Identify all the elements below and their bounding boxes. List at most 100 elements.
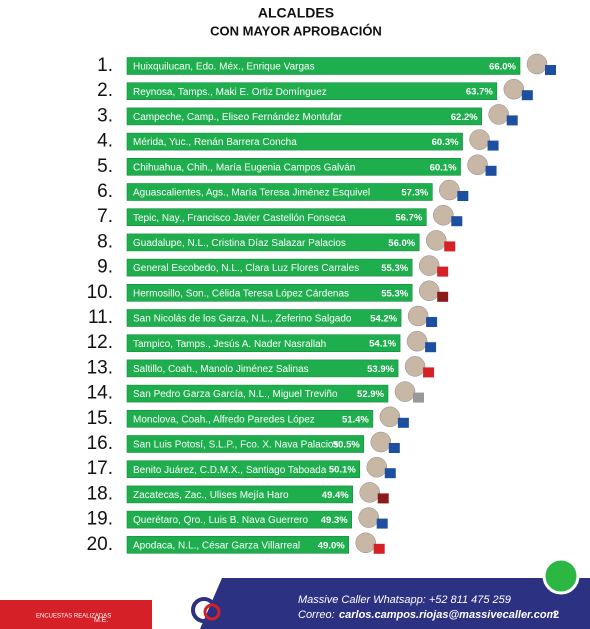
value-label: 49.0%	[318, 540, 345, 551]
category-label: Guadalupe, N.L., Cristina Díaz Salazar P…	[133, 238, 346, 249]
photo	[425, 230, 447, 251]
photo	[370, 431, 392, 453]
rank-label: 8.	[97, 231, 113, 252]
photo	[359, 482, 380, 503]
rank-label: 10.	[87, 282, 113, 303]
logo	[191, 597, 217, 623]
rank-label: 7.	[97, 206, 113, 227]
photo	[406, 330, 428, 352]
bar	[126, 233, 420, 252]
rank-label: 14.	[87, 383, 113, 404]
logo	[203, 603, 221, 621]
bar	[126, 107, 483, 126]
bar	[126, 158, 461, 176]
footer: ENCUESTAS REALIZADAS M.E. Massive Caller…	[0, 557, 590, 629]
category-label: Apodaca, N.L., César Garza Villarreal	[133, 540, 300, 551]
bar	[126, 208, 427, 226]
party-logo	[485, 165, 497, 176]
bar	[126, 132, 463, 151]
bar	[126, 309, 402, 327]
value-label: 50.5%	[333, 440, 360, 451]
email: carlos.campos.riojas@massivecaller.com	[339, 609, 557, 621]
category-label: Saltillo, Coah., Manolo Jiménez Salinas	[133, 364, 309, 375]
rank-label: 17.	[87, 458, 113, 479]
value-label: 54.1%	[369, 339, 396, 350]
rank-label: 15.	[87, 408, 113, 429]
party-logo	[545, 65, 556, 75]
category-label: San Luis Potosí, S.L.P., Fco. X. Nava Pa…	[133, 440, 338, 451]
rank-label: 16.	[87, 433, 113, 454]
photo	[488, 104, 509, 125]
bar	[126, 435, 365, 453]
bar	[126, 283, 413, 302]
rank-label: 18.	[87, 483, 113, 504]
party-logo	[412, 392, 424, 403]
rank-label: 5.	[97, 156, 113, 177]
bar	[126, 460, 361, 479]
rank-label: 9.	[97, 257, 113, 278]
value-label: 50.1%	[329, 465, 356, 476]
category-label: Tepic, Nay., Francisco Javier Castellón …	[133, 213, 346, 224]
photo	[503, 78, 525, 100]
value-label: 56.7%	[395, 213, 422, 224]
rank-label: 3.	[97, 105, 113, 126]
value-label: 49.3%	[321, 515, 348, 526]
photo	[467, 154, 488, 176]
bar	[126, 82, 498, 100]
category-label: Huixquilucan, Edo. Méx., Enrique Vargas	[133, 62, 315, 73]
party-logo	[388, 443, 400, 453]
category-label: Tampico, Tamps., Jesús A. Nader Nasralla…	[133, 339, 326, 350]
bar	[126, 384, 389, 403]
rank-label: 20.	[87, 534, 113, 555]
party-logo	[521, 90, 533, 101]
photo	[355, 532, 376, 554]
photo	[439, 179, 460, 201]
photo	[407, 305, 429, 327]
bar	[126, 485, 354, 504]
value-label: 53.9%	[367, 364, 394, 375]
bar	[126, 510, 353, 529]
bar	[126, 359, 399, 378]
photo	[418, 280, 440, 302]
category-label: San Pedro Garza García, N.L., Miguel Tre…	[133, 389, 338, 400]
bar	[126, 258, 413, 277]
party-logo	[384, 468, 396, 479]
party-logo	[376, 518, 388, 529]
rank-label: 2.	[97, 80, 113, 101]
bar	[126, 334, 401, 353]
value-label: 63.7%	[466, 87, 493, 98]
value-label: 52.9%	[357, 389, 384, 400]
category-label: Benito Juárez, C.D.M.X., Santiago Taboad…	[133, 465, 327, 476]
category-label: San Nicolás de los Garza, N.L., Zeferino…	[133, 314, 352, 325]
category-label: Querétaro, Qro., Luis B. Nava Guerrero	[133, 515, 309, 526]
bar	[126, 535, 349, 554]
photo	[433, 204, 454, 226]
value-label: 62.2%	[451, 112, 478, 123]
photo	[418, 255, 440, 276]
rank-label: 4.	[97, 131, 113, 152]
party-logo	[423, 367, 435, 378]
photo	[526, 53, 548, 75]
value-label: 66.0%	[489, 62, 516, 73]
value-label: 51.4%	[342, 414, 369, 425]
rank-label: 13.	[87, 357, 113, 378]
value-label: 57.3%	[401, 188, 428, 199]
footer-band	[200, 578, 590, 629]
photo	[394, 381, 416, 402]
value-label: 54.2%	[370, 314, 397, 325]
badge	[0, 600, 152, 629]
rank-label: 6.	[97, 181, 113, 202]
rank-label: 19.	[87, 509, 113, 530]
photo	[358, 507, 379, 528]
party-logo	[426, 317, 438, 327]
party-logo	[487, 140, 499, 151]
rank-label: 12.	[87, 332, 113, 353]
party-logo	[444, 241, 456, 252]
party-logo	[397, 417, 409, 428]
value-label: 55.3%	[381, 288, 408, 299]
category-label: Campeche, Camp., Eliseo Fernández Montuf…	[133, 112, 343, 123]
whatsapp-icon	[542, 557, 580, 595]
whatsapp-text: Massive Caller Whatsapp: +52 811 475 259	[298, 594, 511, 606]
value-label: 55.3%	[381, 263, 408, 274]
bar	[126, 57, 521, 75]
